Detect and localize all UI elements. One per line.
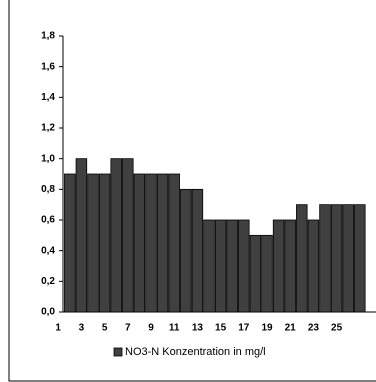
- bar: [272, 219, 285, 313]
- x-tick-label: 25: [331, 323, 343, 334]
- bar: [319, 204, 331, 313]
- bar: [226, 219, 238, 313]
- x-tick-label: 21: [285, 323, 297, 334]
- bar: [214, 219, 227, 313]
- y-tick-label: 1,6: [41, 61, 55, 72]
- x-tick-label: 15: [215, 323, 227, 334]
- x-tick-label: 3: [79, 323, 85, 334]
- bar: [284, 219, 296, 313]
- bar: [342, 204, 354, 313]
- y-tick-label: 0,4: [41, 245, 55, 256]
- y-tick-label: 1,2: [41, 123, 55, 134]
- bar: [156, 173, 169, 313]
- chart-frame: [8, 0, 376, 382]
- bar: [191, 188, 204, 313]
- bar: [238, 219, 250, 313]
- bar: [87, 173, 99, 313]
- y-tick-label: 0,8: [41, 184, 55, 195]
- bar: [307, 219, 320, 313]
- bar: [133, 173, 146, 313]
- bar: [64, 173, 76, 313]
- bar: [98, 173, 111, 313]
- y-tick-label: 0,2: [41, 276, 55, 287]
- x-tick-label: 1: [55, 323, 61, 334]
- bar: [354, 204, 366, 313]
- x-tick-label: 7: [125, 323, 131, 334]
- y-tick-label: 1,0: [41, 153, 55, 164]
- bar: [261, 234, 273, 313]
- x-tick-label: 11: [169, 323, 180, 334]
- bar: [110, 158, 122, 313]
- bar: [330, 204, 343, 313]
- x-tick-label: 9: [148, 323, 154, 334]
- bar: [180, 188, 192, 313]
- bar: [168, 173, 180, 313]
- bar: [145, 173, 157, 313]
- x-tick-label: 13: [192, 323, 204, 334]
- legend-swatch: [113, 347, 123, 357]
- bar: [296, 204, 308, 313]
- bar: [122, 158, 134, 313]
- bar: [75, 158, 88, 313]
- x-tick-label: 17: [238, 323, 250, 334]
- x-tick-label: 5: [102, 323, 108, 334]
- y-tick-label: 1,8: [41, 31, 55, 42]
- bar: [203, 219, 215, 313]
- x-tick-label: 23: [308, 323, 320, 334]
- y-tick-label: 0,6: [41, 215, 55, 226]
- y-tick-label: 1,4: [41, 92, 55, 103]
- y-tick-label: 0,0: [41, 307, 55, 318]
- bar: [249, 234, 262, 313]
- x-tick-label: 19: [261, 323, 273, 334]
- legend-label: NO3-N Konzentration in mg/l: [125, 346, 266, 358]
